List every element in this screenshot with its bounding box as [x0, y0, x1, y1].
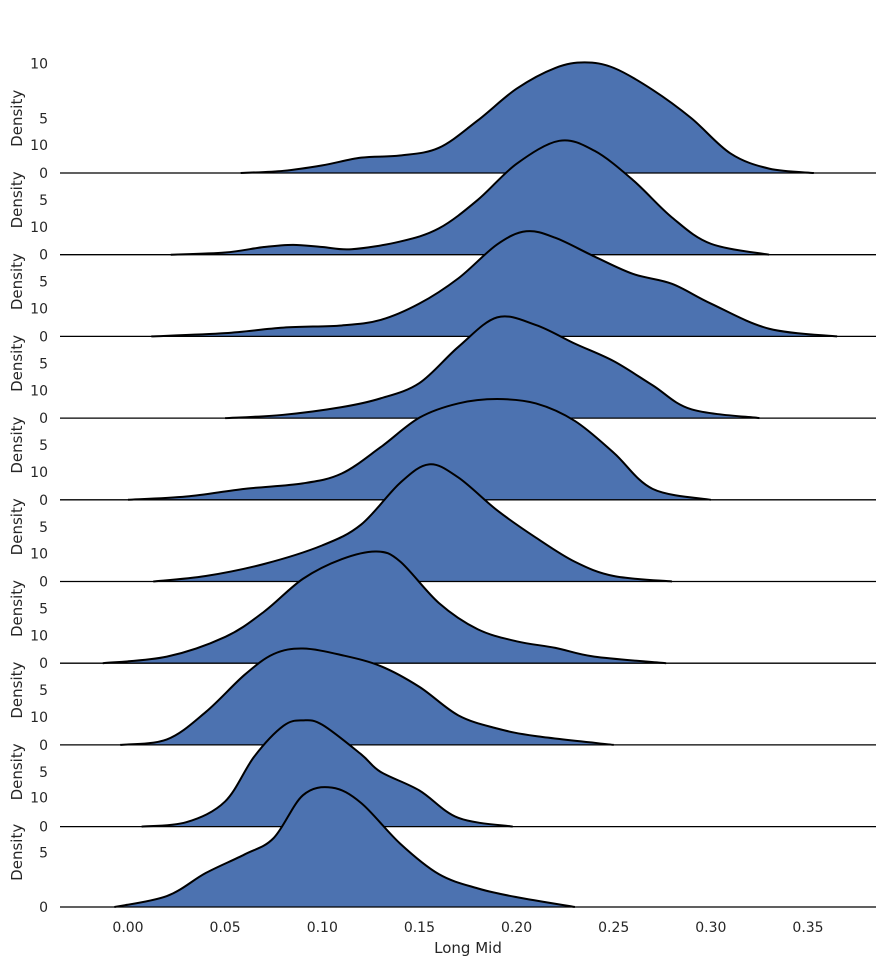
y-tick-label: 10 — [30, 57, 48, 73]
ridge-8 — [60, 647, 876, 746]
y-axis-label: Density — [8, 743, 26, 800]
y-tick-label: 5 — [39, 845, 48, 861]
y-tick-label: 10 — [30, 302, 48, 318]
ridge-10 — [60, 786, 876, 908]
y-tick-label: 10 — [30, 710, 48, 726]
ridge-fill-3 — [151, 231, 838, 337]
y-tick-label: 5 — [39, 356, 48, 372]
ridge-fill-5 — [128, 399, 711, 500]
ridge-outline-10 — [114, 786, 576, 908]
ridge-6 — [60, 463, 876, 583]
ridge-7 — [60, 550, 876, 665]
y-tick-label: 0 — [39, 166, 48, 182]
y-tick-label: 0 — [39, 820, 48, 836]
y-tick-label: 0 — [39, 329, 48, 345]
y-tick-label: 10 — [30, 465, 48, 481]
y-tick-label: 5 — [39, 683, 48, 699]
y-tick-label: 10 — [30, 138, 48, 154]
y-tick-label: 0 — [39, 411, 48, 427]
x-tick-label: 0.15 — [404, 920, 435, 936]
x-tick-label: 0.10 — [307, 920, 338, 936]
ridge-fill-4 — [225, 316, 760, 419]
ridge-outline-2 — [170, 139, 770, 256]
x-tick-label: 0.05 — [210, 920, 241, 936]
ridge-fill-9 — [141, 720, 513, 827]
ridge-fill-10 — [114, 787, 575, 907]
ridge-outline-3 — [151, 230, 838, 338]
y-axis-label: Density — [8, 580, 26, 637]
y-tick-label: 5 — [39, 765, 48, 781]
y-tick-label: 10 — [30, 628, 48, 644]
y-axis-label: Density — [8, 90, 26, 147]
ridge-outline-4 — [225, 315, 760, 420]
ridge-outline-5 — [127, 398, 712, 501]
x-tick-label: 0.35 — [792, 920, 823, 936]
ridge-fill-6 — [153, 464, 672, 582]
x-tick-label: 0.30 — [695, 920, 726, 936]
y-tick-label: 5 — [39, 601, 48, 617]
y-tick-label: 5 — [39, 111, 48, 127]
ridge-fill-7 — [102, 551, 667, 664]
y-tick-label: 0 — [39, 900, 48, 916]
y-tick-label: 5 — [39, 193, 48, 209]
y-tick-label: 0 — [39, 248, 48, 264]
y-axis-label: Density — [8, 498, 26, 555]
y-tick-label: 5 — [39, 275, 48, 291]
ridge-9 — [60, 719, 876, 828]
y-tick-label: 10 — [30, 791, 48, 807]
y-tick-label: 0 — [39, 493, 48, 509]
x-tick-label: 0.25 — [598, 920, 629, 936]
y-tick-label: 5 — [39, 520, 48, 536]
ridge-outline-6 — [153, 463, 673, 583]
y-tick-label: 10 — [30, 547, 48, 563]
ridge-fill-8 — [120, 648, 614, 745]
y-tick-label: 5 — [39, 438, 48, 454]
ridge-fill-1 — [240, 62, 814, 173]
ridge-outline-1 — [240, 61, 814, 174]
ridge-outline-9 — [141, 719, 513, 828]
x-axis-group: 0.00 0.05 0.10 0.15 0.20 0.25 0.30 0.35 — [112, 920, 823, 936]
x-axis-label: Long Mid — [434, 939, 502, 957]
y-axis-label: Density — [8, 661, 26, 718]
y-tick-label: 0 — [39, 656, 48, 672]
ridge-outline-8 — [120, 647, 614, 746]
y-tick-label: 0 — [39, 575, 48, 591]
y-tick-label: 0 — [39, 738, 48, 754]
ridge-outline-7 — [102, 550, 667, 665]
y-axis-label: Density — [8, 171, 26, 228]
x-tick-label: 0.00 — [112, 920, 143, 936]
ridge-1 — [60, 61, 876, 174]
ridge-2 — [60, 139, 876, 256]
y-axis-label: Density — [8, 416, 26, 473]
ridges-group — [60, 61, 876, 908]
ridge-3 — [60, 230, 876, 338]
y-tick-label: 10 — [30, 383, 48, 399]
y-axis-label: Density — [8, 335, 26, 392]
x-tick-label: 0.20 — [501, 920, 532, 936]
y-axis-label: Density — [8, 824, 26, 881]
y-axis-label: Density — [8, 253, 26, 310]
y-tick-label: 10 — [30, 220, 48, 236]
y-axes-group: 0510Density0510Density0510Density0510Den… — [8, 57, 48, 917]
